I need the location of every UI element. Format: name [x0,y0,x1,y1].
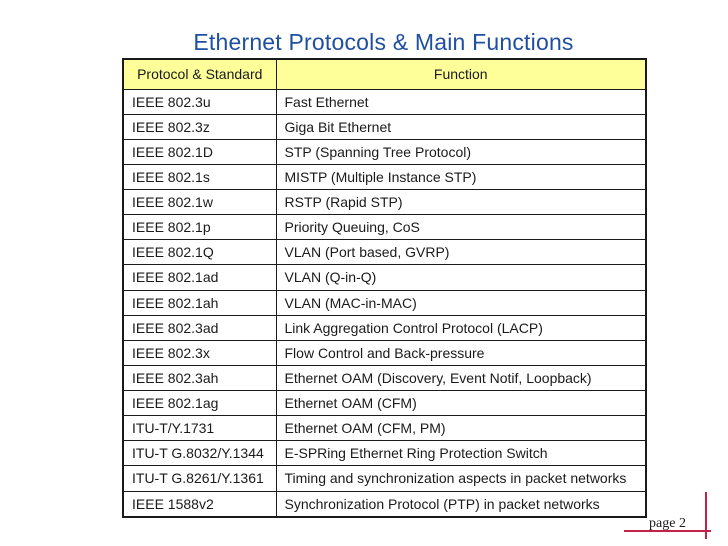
function-cell: VLAN (MAC-in-MAC) [275,289,647,316]
function-cell: VLAN (Port based, GVRP) [275,239,647,266]
function-cell: Synchronization Protocol (PTP) in packet… [275,490,647,518]
table-row: IEEE 802.1ad VLAN (Q-in-Q) [122,264,647,291]
protocol-cell: IEEE 802.1s [122,163,277,191]
table-row: IEEE 802.1p Priority Queuing, CoS [122,214,647,241]
protocol-cell: IEEE 802.3z [122,113,277,140]
protocol-cell: IEEE 802.1ah [122,289,277,316]
table-row: IEEE 802.1ag Ethernet OAM (CFM) [122,389,647,417]
table-row: ITU-T G.8032/Y.1344 E-SPRing Ethernet Rin… [122,440,647,467]
column-header-protocol: Protocol & Standard [122,58,277,90]
table-row: IEEE 802.1Q VLAN (Port based, GVRP) [122,239,647,266]
function-cell: STP (Spanning Tree Protocol) [275,138,647,165]
function-cell: Fast Ethernet [275,88,647,115]
table-row: IEEE 1588v2 Synchronization Protocol (PTP… [122,490,647,518]
page-title: Ethernet Protocols & Main Functions [193,29,574,55]
protocol-cell: IEEE 802.1ad [122,264,277,291]
table-row: IEEE 802.3u Fast Ethernet [122,88,647,115]
function-cell: E-SPRing Ethernet Ring Protection Switch [275,440,647,467]
protocol-cell: IEEE 802.1w [122,188,277,216]
protocol-cell: IEEE 1588v2 [122,490,277,518]
function-cell: Flow Control and Back-pressure [275,339,647,366]
function-cell: MISTP (Multiple Instance STP) [275,163,647,191]
table-row: IEEE 802.3z Giga Bit Ethernet [122,113,647,140]
function-cell: VLAN (Q-in-Q) [275,264,647,291]
table-row: IEEE 802.1w RSTP (Rapid STP) [122,188,647,216]
table-row: IEEE 802.3x Flow Control and Back-pressur… [122,339,647,366]
table-row: IEEE 802.3ah Ethernet OAM (Discovery, Eve… [122,364,647,392]
footer-accent-horizontal-line [624,530,711,532]
table-row: IEEE 802.1D STP (Spanning Tree Protocol) [122,138,647,165]
protocol-cell: ITU-T/Y.1731 [122,415,277,442]
protocol-cell: IEEE 802.1ag [122,389,277,417]
function-cell: Priority Queuing, CoS [275,214,647,241]
table-row: ITU-T G.8261/Y.1361 Timing and synchroniz… [122,465,647,492]
table-row: IEEE 802.1s MISTP (Multiple Instance STP) [122,163,647,191]
function-cell: Ethernet OAM (Discovery, Event Notif, Lo… [275,364,647,392]
protocol-cell: IEEE 802.3ad [122,314,277,341]
protocol-cell: IEEE 802.1D [122,138,277,165]
column-header-function: Function [275,58,647,90]
table-body: IEEE 802.3u Fast Ethernet IEEE 802.3z Giga … [122,88,647,518]
footer-accent-vertical-line [705,492,707,539]
function-cell: RSTP (Rapid STP) [275,188,647,216]
table-row: IEEE 802.1ah VLAN (MAC-in-MAC) [122,289,647,316]
function-cell: Ethernet OAM (CFM, PM) [275,415,647,442]
protocol-function-table: Protocol & Standard Function IEEE 802.3u… [122,58,647,518]
protocol-cell: ITU-T G.8261/Y.1361 [122,465,277,492]
protocol-cell: IEEE 802.1Q [122,239,277,266]
protocol-cell: IEEE 802.3x [122,339,277,366]
table-row: IEEE 802.3ad Link Aggregation Control Pro… [122,314,647,341]
protocol-cell: IEEE 802.3ah [122,364,277,392]
function-cell: Link Aggregation Control Protocol (LACP) [275,314,647,341]
protocol-cell: IEEE 802.1p [122,214,277,241]
protocol-cell: ITU-T G.8032/Y.1344 [122,440,277,467]
function-cell: Ethernet OAM (CFM) [275,389,647,417]
function-cell: Giga Bit Ethernet [275,113,647,140]
table-header-row: Protocol & Standard Function [122,58,647,90]
table-row: ITU-T/Y.1731 Ethernet OAM (CFM, PM) [122,415,647,442]
page-number-label: page 2 [649,516,686,531]
function-cell: Timing and synchronization aspects in pa… [275,465,647,492]
protocol-cell: IEEE 802.3u [122,88,277,115]
